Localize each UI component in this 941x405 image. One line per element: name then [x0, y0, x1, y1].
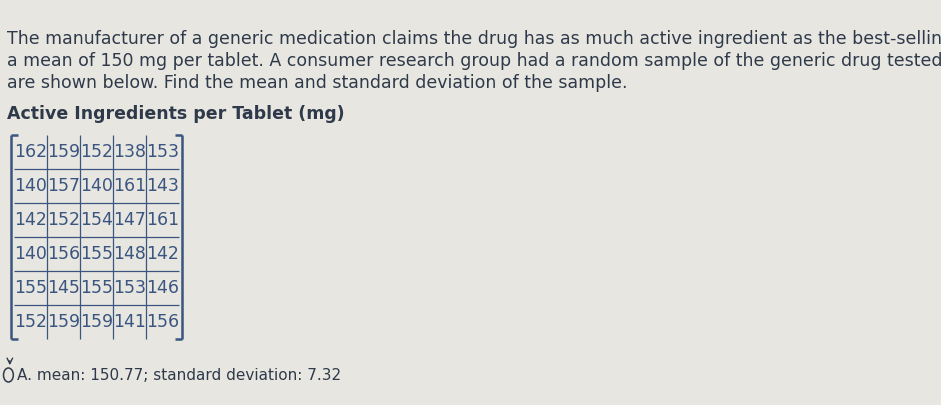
Text: are shown below. Find the mean and standard deviation of the sample.: are shown below. Find the mean and stand…	[7, 74, 628, 92]
Text: 142: 142	[14, 211, 47, 229]
Text: 152: 152	[47, 211, 80, 229]
Text: 159: 159	[80, 313, 113, 331]
Text: 159: 159	[47, 143, 80, 161]
Text: 159: 159	[47, 313, 80, 331]
Text: 145: 145	[47, 279, 80, 297]
Text: 153: 153	[146, 143, 179, 161]
Text: 138: 138	[113, 143, 146, 161]
Text: 155: 155	[80, 245, 113, 263]
Text: 141: 141	[113, 313, 146, 331]
Text: 152: 152	[80, 143, 113, 161]
Text: 161: 161	[146, 211, 179, 229]
Text: 140: 140	[80, 177, 113, 195]
Text: 155: 155	[80, 279, 113, 297]
Text: 148: 148	[113, 245, 146, 263]
Text: 161: 161	[113, 177, 146, 195]
Text: 154: 154	[80, 211, 113, 229]
Text: 156: 156	[146, 313, 179, 331]
Text: 143: 143	[146, 177, 179, 195]
Text: Active Ingredients per Tablet (mg): Active Ingredients per Tablet (mg)	[7, 105, 344, 123]
Text: The manufacturer of a generic medication claims the drug has as much active ingr: The manufacturer of a generic medication…	[7, 30, 941, 48]
Text: 155: 155	[14, 279, 47, 297]
Text: 162: 162	[14, 143, 47, 161]
Text: 140: 140	[14, 177, 47, 195]
Text: a mean of 150 mg per tablet. A consumer research group had a random sample of th: a mean of 150 mg per tablet. A consumer …	[7, 52, 941, 70]
Text: 152: 152	[14, 313, 47, 331]
Text: 142: 142	[146, 245, 179, 263]
Text: 140: 140	[14, 245, 47, 263]
Text: 157: 157	[47, 177, 80, 195]
Text: 156: 156	[47, 245, 80, 263]
Text: 153: 153	[113, 279, 146, 297]
Text: A. mean: 150.77; standard deviation: 7.32: A. mean: 150.77; standard deviation: 7.3…	[17, 367, 341, 382]
Text: 146: 146	[146, 279, 179, 297]
Text: 147: 147	[113, 211, 146, 229]
